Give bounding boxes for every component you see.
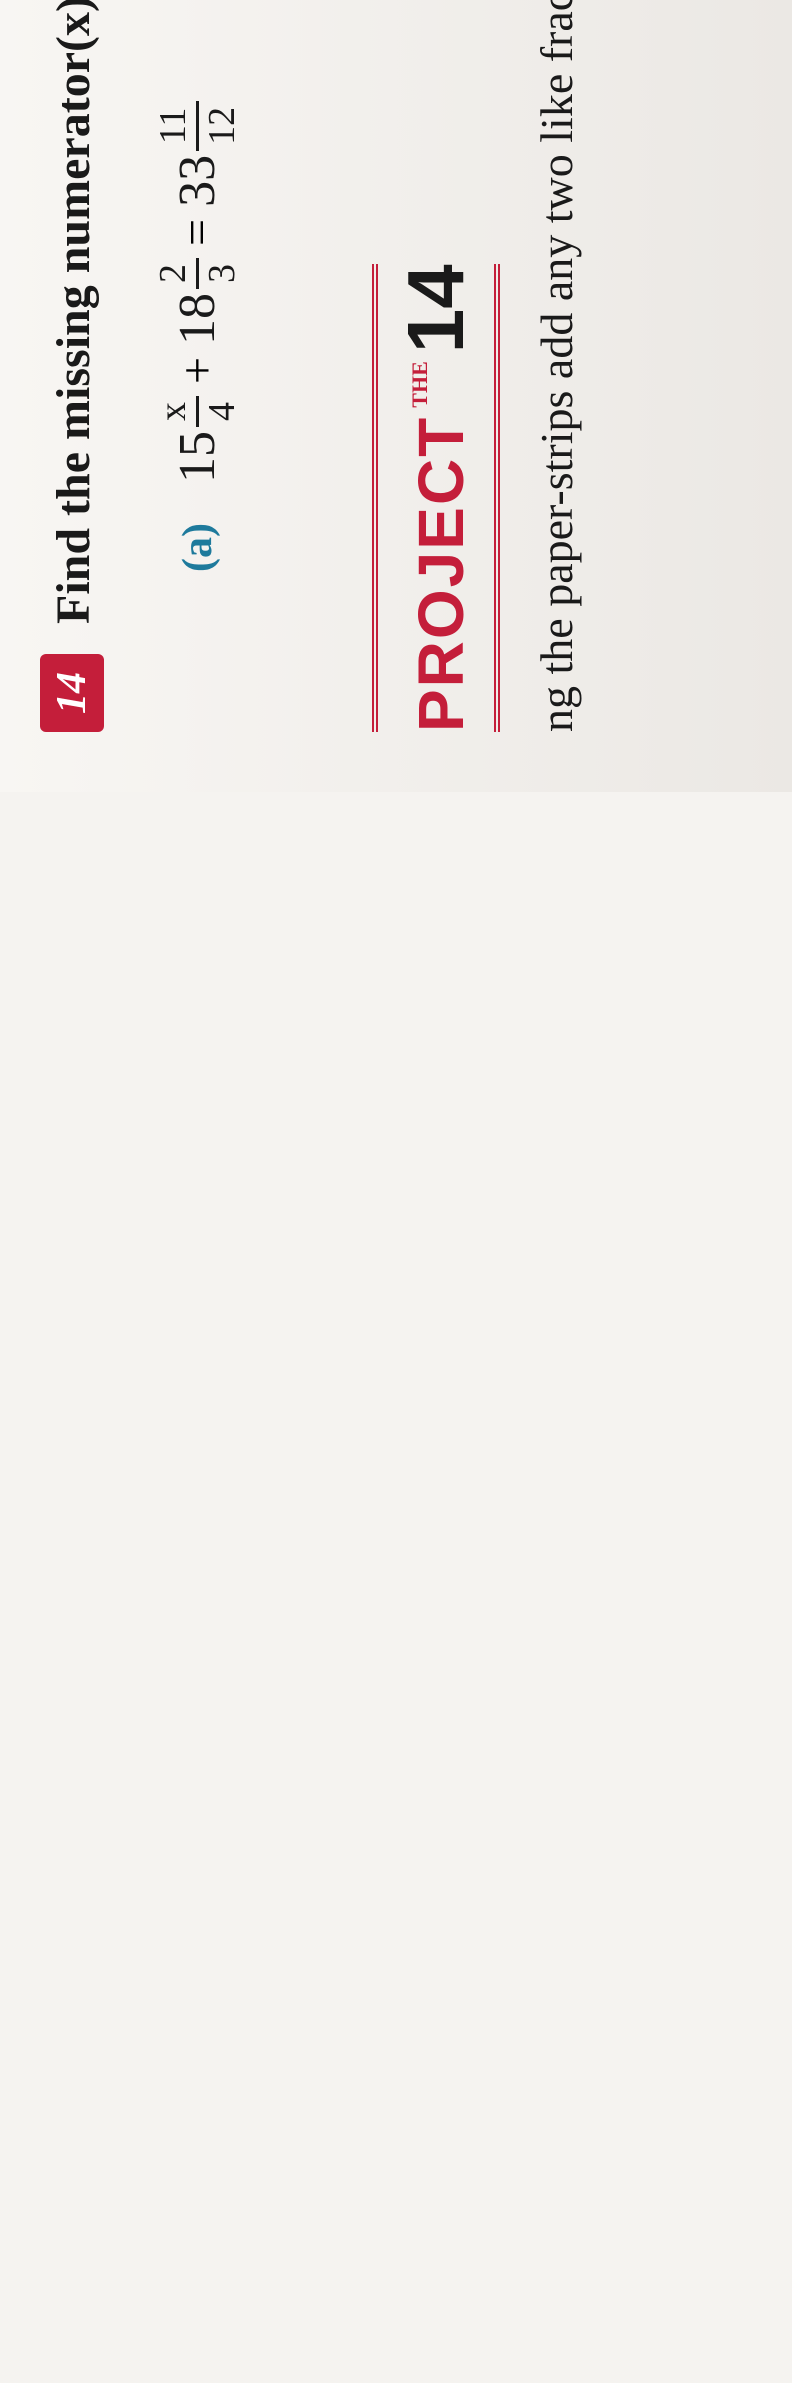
project-the-label: THE (407, 361, 433, 407)
question-text: Find the missing numerator(x): (40, 0, 101, 624)
part-a-term1-whole: 15 (168, 431, 227, 483)
part-a-term3: 33 11 12 (154, 101, 241, 207)
question-number-badge: 14 (40, 654, 104, 732)
part-a-equation: 15 x 4 + 18 2 3 = 33 (154, 101, 241, 483)
part-a: (a) 15 x 4 + 18 2 3 = (154, 101, 241, 572)
part-a-term3-whole: 33 (168, 155, 227, 207)
question-parts: (a) 15 x 4 + 18 2 3 = (154, 0, 241, 572)
part-a-term2-num: 2 (154, 258, 196, 289)
project-number: 14 (390, 264, 482, 353)
part-a-term1: 15 x 4 (154, 396, 241, 483)
project-header: PROJECT THE 14 (372, 264, 500, 732)
part-a-term2-den: 3 (196, 258, 241, 289)
part-a-label: (a) (174, 523, 222, 572)
project-text: ng the paper-strips add any two like fra… (530, 0, 583, 732)
part-a-term3-den: 12 (196, 101, 241, 151)
part-a-term2-whole: 18 (168, 293, 227, 345)
project-label: PROJECT (404, 416, 478, 732)
part-a-plus: + (170, 357, 225, 384)
page: 14 Find the missing numerator(x): (a) 15… (0, 0, 792, 792)
part-a-term1-num: x (154, 396, 196, 427)
part-a-term3-frac: 11 12 (154, 101, 241, 151)
part-a-term2: 18 2 3 (154, 258, 241, 345)
part-a-term2-frac: 2 3 (154, 258, 241, 289)
question-header: 14 Find the missing numerator(x): (40, 0, 104, 732)
part-a-term1-den: 4 (196, 396, 241, 427)
part-a-term1-frac: x 4 (154, 396, 241, 427)
part-a-term3-num: 11 (154, 102, 196, 151)
part-a-equals: = (170, 219, 225, 246)
